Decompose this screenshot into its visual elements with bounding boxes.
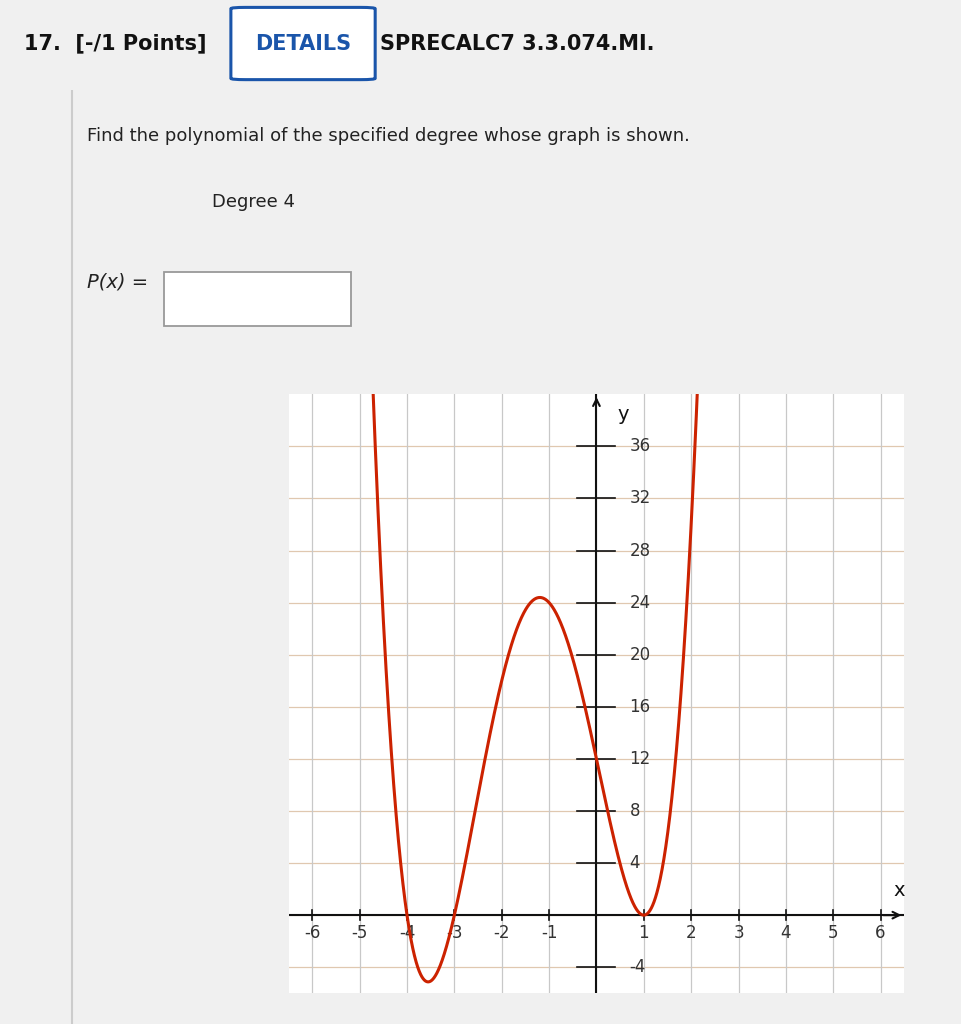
Text: 4: 4 bbox=[779, 924, 790, 942]
Text: 32: 32 bbox=[628, 489, 651, 508]
FancyBboxPatch shape bbox=[231, 7, 375, 80]
Text: -6: -6 bbox=[304, 924, 320, 942]
Text: 12: 12 bbox=[628, 750, 651, 768]
Text: 20: 20 bbox=[628, 646, 650, 664]
Text: -1: -1 bbox=[540, 924, 556, 942]
Text: -4: -4 bbox=[399, 924, 415, 942]
Text: 1: 1 bbox=[638, 924, 649, 942]
Text: 3: 3 bbox=[732, 924, 743, 942]
Text: DETAILS: DETAILS bbox=[255, 34, 351, 53]
FancyBboxPatch shape bbox=[163, 272, 351, 327]
Text: Find the polynomial of the specified degree whose graph is shown.: Find the polynomial of the specified deg… bbox=[86, 127, 689, 145]
Text: SPRECALC7 3.3.074.MI.: SPRECALC7 3.3.074.MI. bbox=[380, 34, 653, 53]
Text: 8: 8 bbox=[628, 802, 639, 820]
Text: 16: 16 bbox=[628, 697, 650, 716]
Text: -2: -2 bbox=[493, 924, 509, 942]
Text: Degree 4: Degree 4 bbox=[211, 193, 294, 211]
Text: 6: 6 bbox=[875, 924, 885, 942]
Text: 36: 36 bbox=[628, 437, 650, 456]
Text: 24: 24 bbox=[628, 594, 650, 611]
Text: -3: -3 bbox=[446, 924, 462, 942]
Text: -5: -5 bbox=[351, 924, 367, 942]
Text: x: x bbox=[893, 881, 904, 899]
Text: -4: -4 bbox=[628, 958, 645, 976]
Text: P(x) =: P(x) = bbox=[86, 272, 148, 291]
Text: y: y bbox=[617, 404, 628, 424]
Text: 4: 4 bbox=[628, 854, 639, 872]
Text: 5: 5 bbox=[827, 924, 838, 942]
Text: 28: 28 bbox=[628, 542, 650, 559]
Text: 17.  [-/1 Points]: 17. [-/1 Points] bbox=[24, 34, 207, 53]
Text: 2: 2 bbox=[685, 924, 696, 942]
